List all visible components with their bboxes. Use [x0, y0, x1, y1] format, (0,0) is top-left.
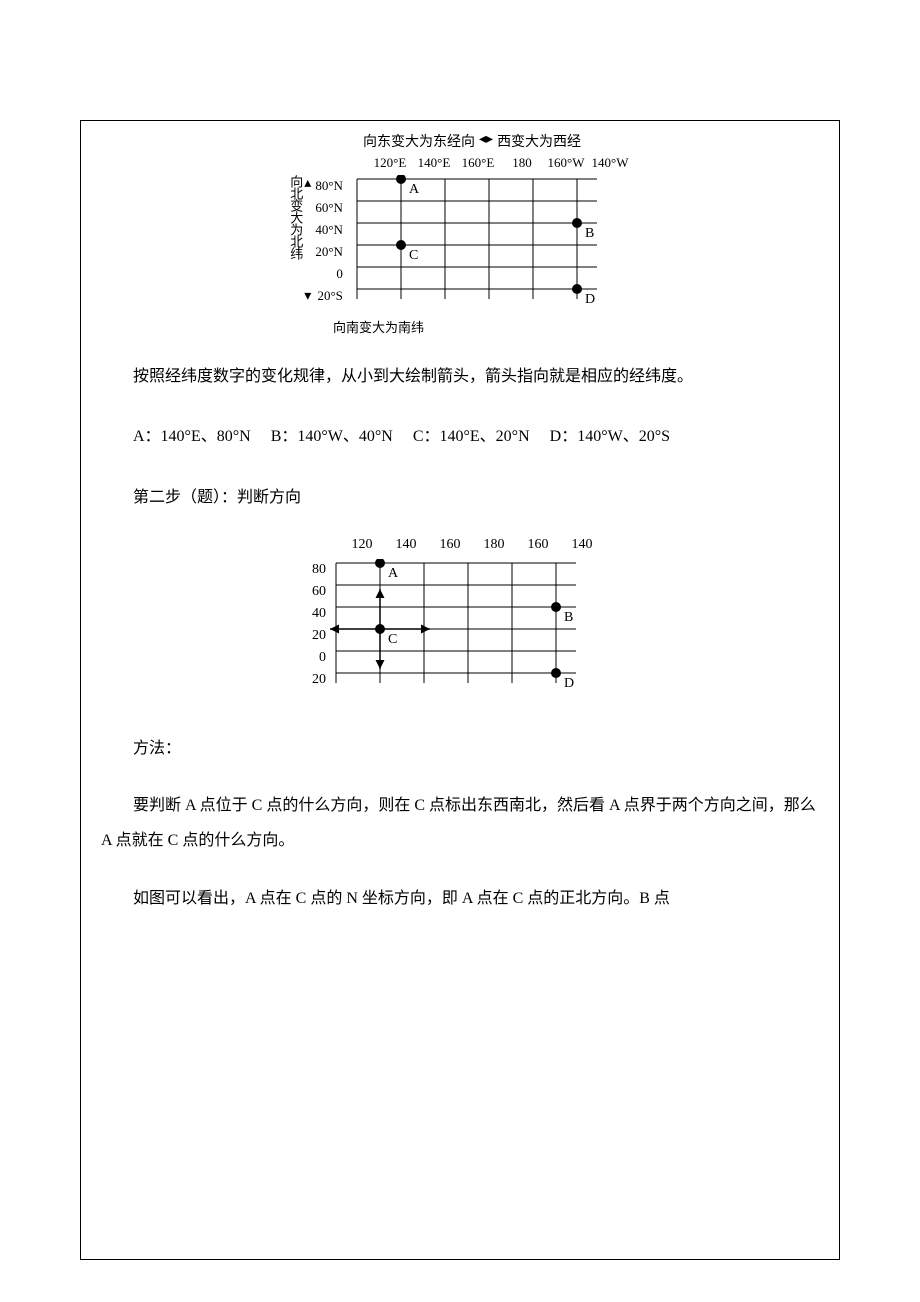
ylabel: 40	[300, 603, 326, 625]
coord-A: A：140°E、80°N	[133, 428, 251, 445]
xlabel: 120°E	[368, 155, 412, 171]
step2-heading: 第二步（题）：判断方向	[101, 480, 819, 515]
xlabel: 140°E	[412, 155, 456, 171]
coord-B: B：140°W、40°N	[271, 428, 393, 445]
chart2-grid-svg: A B C D	[326, 559, 620, 709]
chart1-east-label: 向东变大为东经向	[363, 131, 475, 151]
chart1-vert-arrows: ▴ ▾	[304, 175, 311, 305]
chart1-x-axis: 120°E 140°E 160°E 180 160°W 140°W	[368, 155, 632, 171]
chart2-y-axis: 80 60 40 20 0 20	[300, 559, 326, 709]
xlabel: 140	[384, 537, 428, 553]
ylabel: 20	[300, 669, 326, 691]
chart-2-container: 120 140 160 180 160 140 80 60 40 20 0 20…	[101, 537, 819, 709]
chart2-x-axis: 120 140 160 180 160 140	[340, 537, 620, 553]
chart1-grid-svg: A B C D	[347, 175, 631, 315]
xlabel: 160	[428, 537, 472, 553]
ylabel: 80°N	[315, 175, 343, 197]
xlabel: 140	[560, 537, 604, 553]
svg-text:A: A	[409, 182, 420, 197]
ylabel: 60°N	[315, 197, 343, 219]
method-label: 方法：	[101, 731, 819, 766]
paragraph-1: 按照经纬度数字的变化规律，从小到大绘制箭头，箭头指向就是相应的经纬度。	[101, 359, 819, 394]
ylabel: 20°N	[315, 241, 343, 263]
svg-text:A: A	[388, 566, 399, 581]
chart-2: 120 140 160 180 160 140 80 60 40 20 0 20…	[300, 537, 620, 709]
xlabel: 180	[472, 537, 516, 553]
coord-D: D：140°W、20°S	[550, 428, 670, 445]
svg-text:C: C	[388, 632, 397, 647]
xlabel: 140°W	[588, 155, 632, 171]
chart1-top-labels: 向东变大为东经向 ◂▸ 西变大为西经	[363, 131, 632, 151]
chart1-south-label: 向南变大为南纬	[333, 317, 632, 336]
xlabel: 160°E	[456, 155, 500, 171]
ylabel: 0	[300, 647, 326, 669]
xlabel: 120	[340, 537, 384, 553]
ylabel: 20	[300, 625, 326, 647]
chart-1: 向东变大为东经向 ◂▸ 西变大为西经 120°E 140°E 160°E 180…	[288, 131, 632, 336]
svg-text:B: B	[585, 226, 594, 241]
chart-1-container: 向东变大为东经向 ◂▸ 西变大为西经 120°E 140°E 160°E 180…	[101, 131, 819, 337]
svg-text:B: B	[564, 610, 573, 625]
chart2-body: 80 60 40 20 0 20 A B C D	[300, 559, 620, 709]
ylabel: 0	[315, 263, 343, 285]
chart1-y-axis: 80°N 60°N 40°N 20°N 0 20°S	[315, 175, 343, 307]
ylabel: 80	[300, 559, 326, 581]
arrow-down-icon: ▾	[304, 288, 311, 305]
document-page: 向东变大为东经向 ◂▸ 西变大为西经 120°E 140°E 160°E 180…	[80, 120, 840, 1260]
ylabel: 20°S	[315, 285, 343, 307]
coordinates-line: A：140°E、80°N B：140°W、40°N C：140°E、20°N D…	[101, 416, 819, 458]
chart1-west-label: 西变大为西经	[497, 131, 581, 151]
arrow-left-right-icon: ◂▸	[479, 131, 493, 151]
paragraph-2: 要判断 A 点位于 C 点的什么方向，则在 C 点标出东西南北，然后看 A 点界…	[101, 788, 819, 858]
paragraph-3: 如图可以看出，A 点在 C 点的 N 坐标方向，即 A 点在 C 点的正北方向。…	[101, 881, 819, 916]
xlabel: 160°W	[544, 155, 588, 171]
svg-text:D: D	[585, 292, 595, 307]
svg-text:D: D	[564, 676, 574, 691]
svg-text:C: C	[409, 248, 418, 263]
xlabel: 160	[516, 537, 560, 553]
coord-C: C：140°E、20°N	[413, 428, 530, 445]
ylabel: 40°N	[315, 219, 343, 241]
arrow-up-icon: ▴	[304, 175, 311, 192]
xlabel: 180	[500, 155, 544, 171]
chart1-body: 向北变大为北纬 ▴ ▾ 80°N 60°N 40°N 20°N 0 20°S A…	[288, 175, 632, 315]
chart1-north-label: 向北变大为北纬	[288, 175, 302, 259]
ylabel: 60	[300, 581, 326, 603]
